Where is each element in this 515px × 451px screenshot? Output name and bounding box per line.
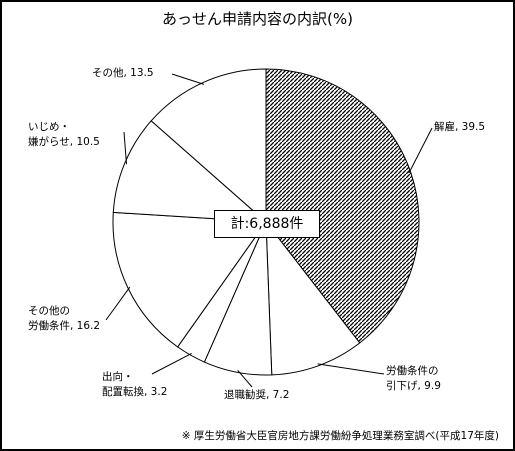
- leader-line-roudou-hikisage: [317, 363, 385, 375]
- slice-label-sonota-roudou: その他の 労働条件, 16.2: [28, 305, 101, 332]
- leader-line-taishoku-kansho: [237, 369, 253, 388]
- leader-line-sonota-roudou: [105, 286, 131, 321]
- pie-slice-sonota: [150, 68, 267, 224]
- footnote: ※ 厚生労働省大臣官房地方課労働紛争処理業務室調べ(平成17年度): [181, 430, 499, 442]
- pie-slice-roudou-hikisage: [265, 220, 361, 376]
- total-count-box: 計:6,888件: [214, 210, 320, 238]
- leader-line-ijime: [123, 131, 127, 165]
- leader-line-kaiko: [408, 127, 433, 174]
- slice-label-kaiko: 解雇, 39.5: [434, 121, 486, 133]
- slice-label-sonota: その他, 13.5: [92, 67, 154, 79]
- pie-slice-ijime: [112, 120, 268, 223]
- leader-line-sonota: [171, 73, 205, 85]
- slice-label-shukko: 出向・ 配置転換, 3.2: [102, 371, 168, 398]
- chart-title: あっせん申請内容の内訳(%): [162, 10, 353, 28]
- pie-slice-kaiko: [265, 68, 420, 344]
- slice-label-taishoku-kansho: 退職勧奨, 7.2: [224, 389, 290, 401]
- pie-slice-sonota-roudou: [112, 211, 267, 348]
- slice-label-ijime: いじめ・ 嫌がらせ, 10.5: [28, 121, 100, 148]
- slice-label-roudou-hikisage: 労働条件の 引下げ, 9.9: [386, 365, 441, 392]
- leader-line-shukko: [151, 352, 192, 375]
